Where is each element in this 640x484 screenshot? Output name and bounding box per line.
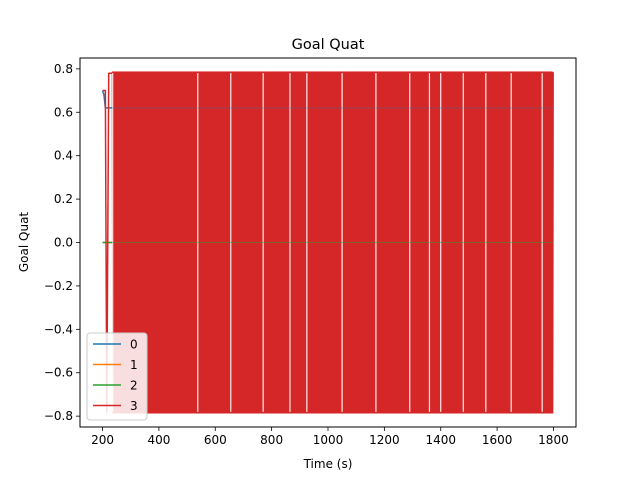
y-tick-label: −0.4 [44, 322, 73, 336]
x-tick-label: 1000 [313, 433, 344, 447]
y-tick-label: −0.6 [44, 366, 73, 380]
x-axis: 200 400 600 800 1000 1200 1400 1600 1800 [91, 427, 569, 447]
legend-box [86, 332, 148, 421]
x-tick-label: 400 [147, 433, 170, 447]
y-tick-label: −0.8 [44, 409, 73, 423]
x-tick-label: 200 [91, 433, 114, 447]
y-axis-label: Goal Quat [17, 212, 31, 273]
x-tick-label: 1600 [482, 433, 513, 447]
x-tick-label: 600 [204, 433, 227, 447]
series-0-line [101, 90, 554, 109]
plot-area [101, 71, 554, 414]
y-tick-label: 0.2 [54, 192, 73, 206]
legend-label-1: 1 [130, 358, 138, 372]
legend-label-2: 2 [130, 379, 138, 393]
x-tick-label: 800 [260, 433, 283, 447]
series-3-line [102, 71, 554, 414]
y-tick-label: 0.0 [54, 236, 73, 250]
chart-title: Goal Quat [292, 37, 365, 53]
y-tick-label: 0.8 [54, 62, 73, 76]
legend-label-3: 3 [130, 399, 138, 413]
legend: 0 1 2 3 [86, 332, 148, 421]
x-tick-label: 1800 [538, 433, 569, 447]
y-tick-label: 0.4 [54, 149, 73, 163]
y-tick-label: −0.2 [44, 279, 73, 293]
y-axis: −0.8 −0.6 −0.4 −0.2 0.0 0.2 0.4 0.6 0.8 [44, 62, 80, 423]
x-axis-label: Time (s) [303, 457, 353, 471]
legend-label-0: 0 [130, 338, 138, 352]
x-tick-label: 1400 [425, 433, 456, 447]
y-tick-label: 0.6 [54, 105, 73, 119]
x-tick-label: 1200 [369, 433, 400, 447]
